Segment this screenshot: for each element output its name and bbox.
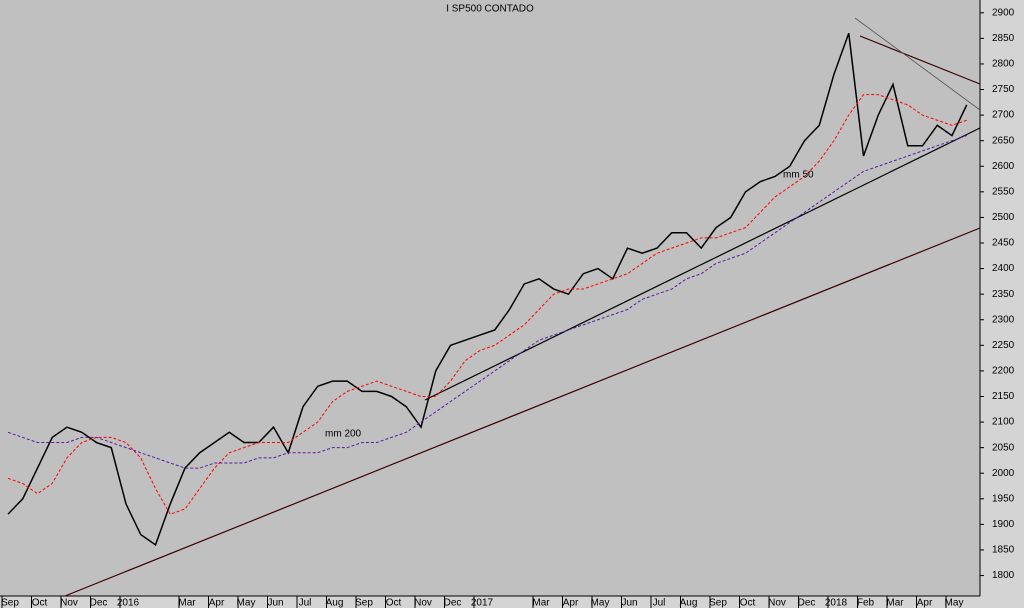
x-tick-label: 2016 bbox=[117, 598, 140, 608]
y-tick-label: 2300 bbox=[992, 314, 1015, 325]
y-tick-label: 2600 bbox=[992, 161, 1015, 172]
y-tick-label: 2500 bbox=[992, 212, 1015, 223]
x-tick-label: Mar bbox=[532, 598, 550, 608]
y-tick-label: 2050 bbox=[992, 442, 1015, 453]
x-tick-label: Mar bbox=[886, 598, 904, 608]
y-tick-label: 1850 bbox=[992, 545, 1015, 556]
y-tick-label: 2550 bbox=[992, 186, 1015, 197]
x-tick-label: Sep bbox=[709, 598, 727, 608]
y-tick-label: 2250 bbox=[992, 340, 1015, 351]
x-tick-label: May bbox=[237, 598, 256, 608]
x-tick-label: Feb bbox=[857, 598, 875, 608]
x-tick-label: May bbox=[945, 598, 964, 608]
x-tick-label: Nov bbox=[60, 598, 78, 608]
x-tick-label: Apr bbox=[209, 598, 225, 608]
x-tick-label: Jul bbox=[299, 598, 312, 608]
x-tick-label: Oct bbox=[386, 598, 402, 608]
y-tick-label: 2800 bbox=[992, 59, 1015, 70]
y-tick-label: 2350 bbox=[992, 289, 1015, 300]
y-tick-label: 1900 bbox=[992, 519, 1015, 530]
trendline bbox=[854, 17, 981, 111]
series-line bbox=[7, 32, 968, 547]
series-line bbox=[7, 135, 967, 469]
x-tick-label: Oct bbox=[740, 598, 756, 608]
x-tick-label: Nov bbox=[768, 598, 786, 608]
x-tick-label: Nov bbox=[414, 598, 432, 608]
x-tick-label: Dec bbox=[444, 598, 462, 608]
x-tick-label: Dec bbox=[798, 598, 816, 608]
x-tick-label: Apr bbox=[917, 598, 933, 608]
x-tick-label: Aug bbox=[326, 598, 344, 608]
trendline bbox=[859, 35, 981, 85]
x-axis-area bbox=[0, 596, 1024, 608]
y-axis-area bbox=[980, 0, 1024, 608]
x-tick-label: May bbox=[591, 598, 610, 608]
y-tick-label: 1800 bbox=[992, 570, 1015, 581]
y-tick-label: 2850 bbox=[992, 33, 1015, 44]
y-tick-label: 2200 bbox=[992, 366, 1015, 377]
y-tick-label: 2400 bbox=[992, 263, 1015, 274]
series-label: mm 200 bbox=[325, 429, 362, 440]
chart-title: I SP500 CONTADO bbox=[446, 4, 534, 15]
y-tick-label: 1950 bbox=[992, 493, 1015, 504]
y-tick-label: 2150 bbox=[992, 391, 1015, 402]
x-tick-label: Aug bbox=[680, 598, 698, 608]
trendline bbox=[64, 227, 981, 597]
y-tick-label: 2750 bbox=[992, 84, 1015, 95]
x-tick-label: Dec bbox=[90, 598, 108, 608]
y-tick-label: 2000 bbox=[992, 468, 1015, 479]
x-tick-label: Sep bbox=[355, 598, 373, 608]
y-tick-label: 2700 bbox=[992, 110, 1015, 121]
x-tick-label: 2017 bbox=[471, 598, 494, 608]
x-tick-label: Oct bbox=[32, 598, 48, 608]
series-label: mm 50 bbox=[783, 170, 814, 181]
y-tick-label: 2650 bbox=[992, 135, 1015, 146]
x-tick-label: 2018 bbox=[825, 598, 848, 608]
y-tick-label: 2450 bbox=[992, 238, 1015, 249]
x-tick-label: Mar bbox=[178, 598, 196, 608]
y-tick-label: 2100 bbox=[992, 417, 1015, 428]
plot-area bbox=[0, 0, 980, 596]
x-tick-label: Jun bbox=[267, 598, 283, 608]
x-tick-label: Jul bbox=[653, 598, 666, 608]
x-tick-label: Jun bbox=[621, 598, 637, 608]
y-tick-label: 2900 bbox=[992, 7, 1015, 18]
x-tick-label: Sep bbox=[1, 598, 19, 608]
x-tick-label: Apr bbox=[563, 598, 579, 608]
series-line bbox=[7, 94, 967, 515]
